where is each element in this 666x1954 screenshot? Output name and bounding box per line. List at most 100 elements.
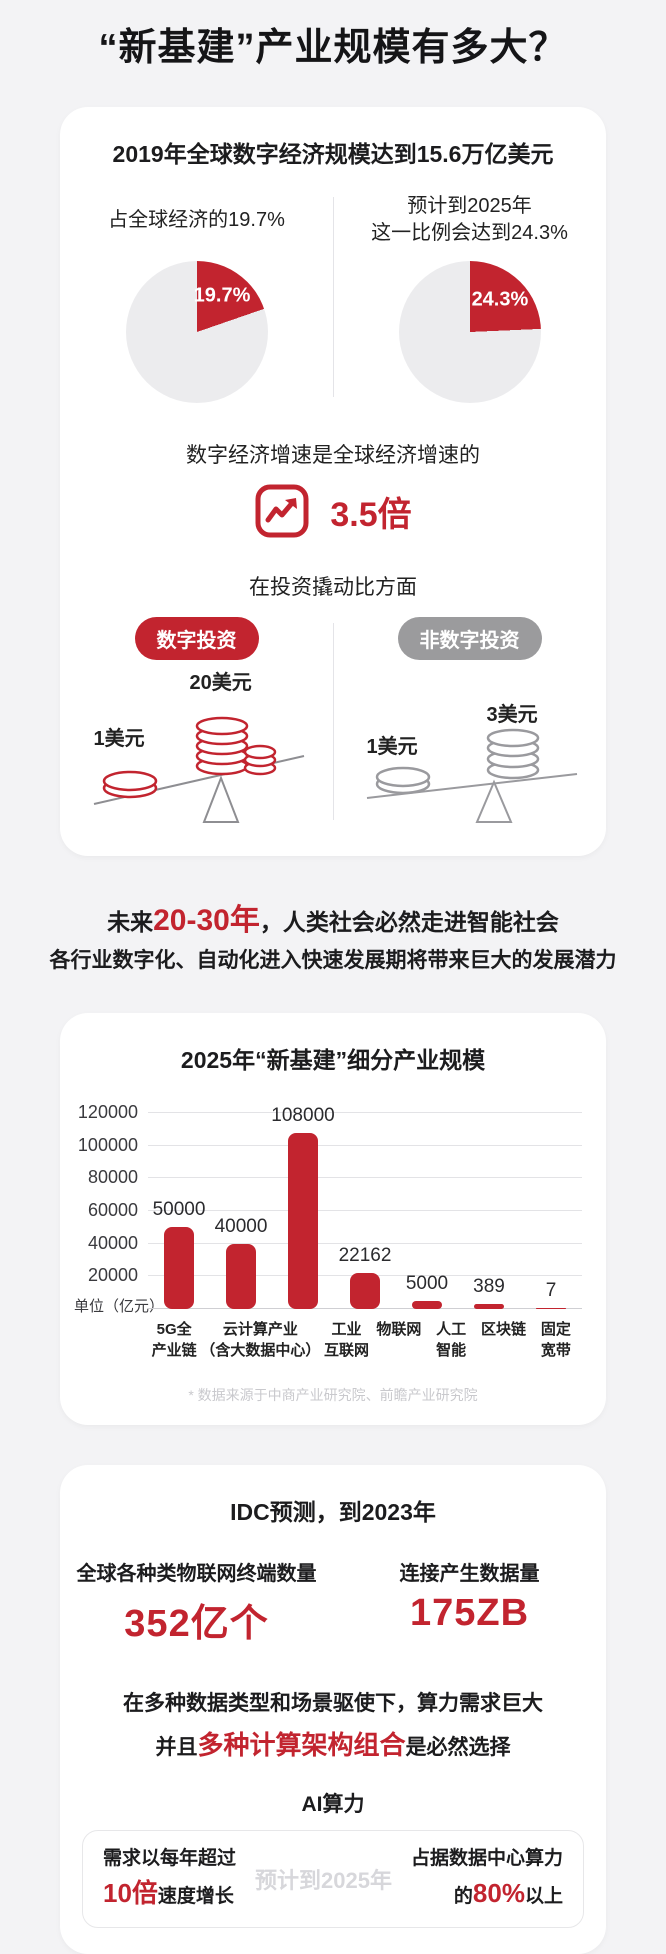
y-axis-tick: 40000 [87, 1232, 138, 1253]
bar-slot: 7 [520, 1113, 582, 1310]
pie-chart-2019: 19.7% [125, 261, 268, 403]
ai-compute-box: 需求以每年超过 10倍速度增长 预计到2025年 占据数据中心算力 的80%以上 [82, 1830, 584, 1928]
chart-footnote: * 数据来源于中商产业研究院、前瞻产业研究院 [188, 1387, 478, 1404]
coin-icon [102, 770, 157, 799]
non-digital-investment-badge: 非数字投资 [397, 617, 542, 660]
compute-line2-suffix: 是必然选择 [405, 1736, 511, 1760]
ai-share-highlight: 80% [472, 1877, 525, 1908]
bar-2 [288, 1132, 318, 1310]
card1-header: 2019年全球数字经济规模达到15.6万亿美元 [112, 141, 554, 167]
ai-forecast-note: 预计到2025年 [255, 1867, 392, 1893]
data-volume-stat: 连接产生数据量 175ZB [333, 1557, 606, 1647]
non-digital-output-label: 3美元 [486, 704, 538, 726]
pie-2025-column: 预计到2025年 这一比例会达到24.3% 24.3% [333, 191, 606, 403]
non-digital-input-label: 1美元 [366, 736, 418, 758]
ai-share-suffix: 以上 [524, 1885, 563, 1907]
gridline [148, 1112, 582, 1114]
x-axis-category-label: 工业 互联网 [324, 1321, 370, 1360]
bar-5 [474, 1304, 504, 1310]
y-axis-tick: 60000 [87, 1200, 138, 1221]
bar-4 [412, 1300, 442, 1310]
leverage-caption: 在投资撬动比方面 [249, 576, 417, 599]
non-digital-investment-column: 非数字投资 3美元 1美元 [333, 617, 606, 826]
pie-chart-2025: 24.3% [398, 261, 541, 403]
bar-slot: 108000 [271, 1105, 335, 1310]
vertical-divider [333, 623, 334, 820]
digital-input-label: 1美元 [93, 728, 145, 750]
idc-header: IDC预测，到2023年 [230, 1499, 436, 1526]
pie-2019-column: 占全球经济的19.7% 19.7% [60, 191, 333, 403]
ai-compute-title: AI算力 [301, 1793, 365, 1817]
intro-line1-prefix: 未来 [107, 909, 154, 935]
coin-icon [375, 766, 430, 795]
gridline [148, 1210, 582, 1212]
pie-2025-caption-line1: 预计到2025年 [407, 195, 532, 217]
intro-line1: 未来20-30年，人类社会必然走进智能社会 [0, 898, 666, 945]
balance-scale-icon [366, 728, 577, 823]
chart-title: 2025年“新基建”细分产业规模 [180, 1047, 486, 1074]
ai-share-text: 占据数据中心算力 的80%以上 [411, 1845, 563, 1913]
bar-slot: 50000 [148, 1113, 210, 1310]
y-axis-tick: 20000 [87, 1265, 138, 1286]
pie-2019-caption-text: 占全球经济的19.7% [108, 208, 285, 231]
bar-0 [164, 1227, 194, 1310]
intro-line1-highlight: 20-30年 [153, 904, 260, 937]
digital-investment-column: 数字投资 20美元 1美元 [60, 617, 333, 826]
pie-2019-value-label: 19.7% [193, 284, 251, 307]
chart-plot: 20000 40000 60000 80000 100000 120000 50000 400… [78, 1102, 582, 1310]
digital-output-label: 20美元 [189, 672, 252, 694]
growth-caption: 数字经济增速是全球经济增速的 [186, 444, 480, 467]
compute-line2-prefix: 并且 [155, 1736, 198, 1760]
bar-1 [226, 1243, 256, 1310]
bar-slot: 389 [458, 1113, 520, 1310]
pie-2025-caption: 预计到2025年 这一比例会达到24.3% [371, 191, 568, 249]
pie-2025-value-label: 24.3% [471, 288, 529, 311]
intro-line1-suffix: ，人类社会必然走进智能社会 [259, 909, 559, 935]
gridline [148, 1144, 582, 1146]
chart-unit-label: 单位（亿元） [74, 1298, 165, 1316]
bar-value-label: 108000 [271, 1104, 335, 1126]
industry-scale-chart-card: 2025年“新基建”细分产业规模 单位（亿元） 20000 40000 60000 8… [60, 1013, 606, 1426]
data-volume-value: 175ZB [409, 1592, 530, 1635]
vertical-divider [333, 197, 334, 397]
bar-slot: 22162 [334, 1113, 396, 1310]
digital-economy-card: 2019年全球数字经济规模达到15.6万亿美元 占全球经济的19.7% 19.7… [60, 107, 606, 856]
y-axis-tick: 120000 [77, 1102, 138, 1123]
gridline [148, 1242, 582, 1244]
pie-2019-caption: 占全球经济的19.7% [108, 191, 285, 249]
ai-share-prefix: 的 [453, 1885, 473, 1907]
compute-demand-line2: 并且多种计算架构组合是必然选择 [60, 1725, 606, 1762]
x-axis-category-label: 区块链 [480, 1321, 526, 1339]
x-axis-category-label: 固定 宽带 [540, 1321, 571, 1360]
ai-growth-highlight: 10倍 [103, 1877, 158, 1908]
compute-line2-highlight: 多种计算架构组合 [197, 1730, 406, 1761]
bar-value-label: 22162 [338, 1244, 392, 1266]
iot-terminals-value: 352亿个 [124, 1603, 269, 1646]
pie-columns: 占全球经济的19.7% 19.7% 预计到2025年 这一比例会达到24.3% … [60, 191, 606, 403]
ai-growth-line1: 需求以每年超过 [103, 1848, 237, 1870]
trend-up-icon [254, 483, 310, 539]
gridline [148, 1177, 582, 1179]
x-axis-category-label: 人工 智能 [436, 1321, 467, 1360]
growth-multiple: 3.5倍 [330, 495, 412, 534]
coin-stack-icon [486, 728, 539, 780]
ai-growth-suffix: 速度增长 [157, 1885, 234, 1907]
non-digital-balance-figure: 3美元 1美元 [345, 664, 595, 826]
x-axis-category-label: 云计算产业 （含大数据中心） [200, 1321, 321, 1360]
chart-x-labels: 5G全 产业链 云计算产业 （含大数据中心） 工业 互联网 物联网 人工 智能 区块链 固定 宽带 [148, 1319, 582, 1361]
bar-slot: 5000 [396, 1113, 458, 1310]
x-axis-category-label: 物联网 [376, 1321, 422, 1339]
digital-investment-badge: 数字投资 [134, 617, 259, 660]
compute-demand-line1: 在多种数据类型和场景驱使下，算力需求巨大 [123, 1692, 543, 1716]
bar-chart: 单位（亿元） 20000 40000 60000 80000 100000 120000 5… [60, 1102, 586, 1315]
growth-row: 3.5倍 [60, 483, 606, 539]
ai-growth-text: 需求以每年超过 10倍速度增长 [103, 1845, 236, 1913]
digital-balance-figure: 20美元 1美元 [72, 664, 322, 826]
bar-value-label: 7 [545, 1279, 557, 1301]
intro-line2: 各行业数字化、自动化进入快速发展期将带来巨大的发展潜力 [49, 948, 617, 972]
future-intro-text: 未来20-30年，人类社会必然走进智能社会 各行业数字化、自动化进入快速发展期将… [0, 898, 666, 977]
leverage-columns: 数字投资 20美元 1美元 [60, 617, 606, 826]
bar-value-label: 50000 [152, 1199, 206, 1221]
bar-slots: 50000 40000 108000 22162 5000 389 7 [148, 1105, 582, 1310]
y-axis-tick: 80000 [87, 1167, 138, 1188]
